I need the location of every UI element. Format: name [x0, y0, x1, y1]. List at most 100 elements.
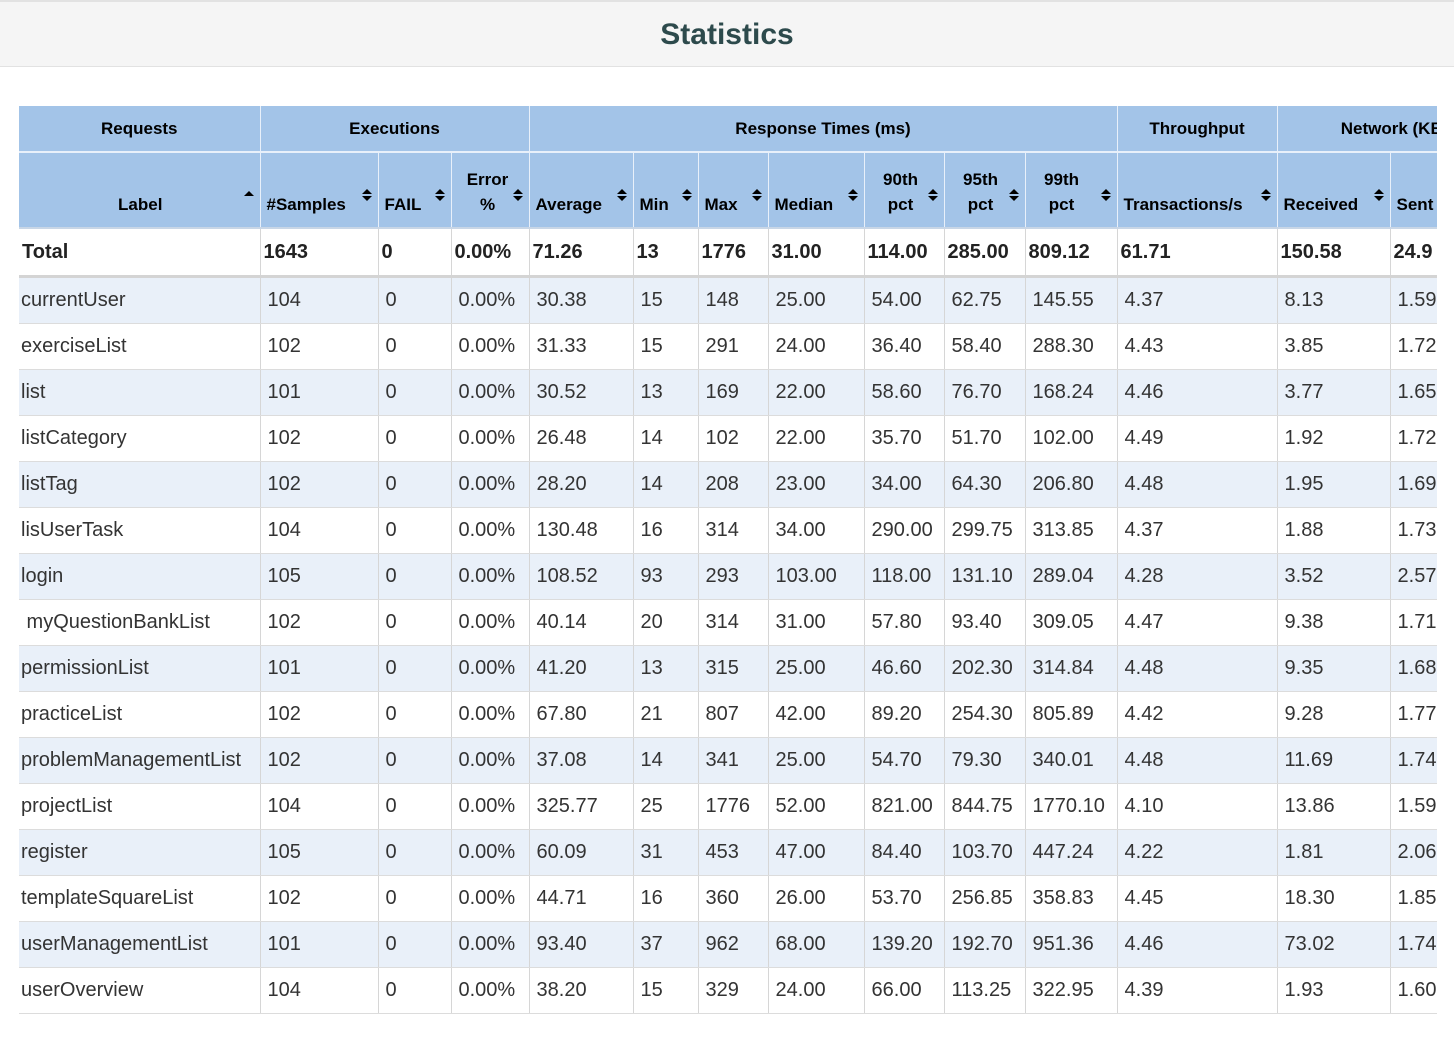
data-cell: 25.00: [767, 276, 865, 324]
data-cell: 23.00: [767, 461, 865, 508]
column-header[interactable]: Median: [767, 152, 865, 229]
data-cell: 0: [377, 829, 451, 876]
data-cell: 1.69: [1389, 461, 1437, 508]
data-cell: 101: [259, 369, 378, 416]
column-header[interactable]: Transactions/s: [1116, 152, 1278, 229]
data-cell: 0.00%: [450, 829, 530, 876]
sort-up: [512, 189, 523, 194]
data-cell: 34.00: [767, 507, 865, 554]
data-cell: 28.20: [528, 461, 634, 508]
sort-icon: [681, 189, 692, 201]
data-cell: 58.40: [943, 323, 1026, 370]
data-cell: 169: [697, 369, 769, 416]
column-label: Max: [704, 195, 738, 214]
data-cell: 315: [697, 645, 769, 692]
data-cell: 0.00%: [450, 599, 530, 646]
data-cell: 34.00: [863, 461, 945, 508]
data-row: templateSquareList 102 0 0.00% 44.71 16 360 26.…: [19, 875, 1437, 922]
data-cell: 4.48: [1116, 461, 1278, 508]
data-cell: 0.00%: [450, 691, 530, 738]
data-cell: 0.00%: [450, 415, 530, 462]
data-cell: 84.40: [863, 829, 945, 876]
data-cell: 0.00%: [450, 921, 530, 968]
data-cell: 40.14: [528, 599, 634, 646]
sort-down: [434, 196, 445, 201]
column-header[interactable]: Max: [697, 152, 769, 229]
data-cell: 4.22: [1116, 829, 1278, 876]
data-cell: 36.40: [863, 323, 945, 370]
data-cell: 206.80: [1024, 461, 1118, 508]
data-row: userOverview 104 0 0.00% 38.20 15 329 24.00 66.0…: [19, 967, 1437, 1014]
total-cell: 61.71: [1116, 228, 1278, 278]
column-header[interactable]: Error %: [450, 152, 530, 229]
column-header[interactable]: Min: [632, 152, 699, 229]
data-cell: 1.88: [1276, 507, 1391, 554]
sort-down: [681, 196, 692, 201]
data-cell: 102.00: [1024, 415, 1118, 462]
data-cell: 62.75: [943, 276, 1026, 324]
data-cell: 16: [632, 875, 699, 922]
data-cell: 202.30: [943, 645, 1026, 692]
sort-down: [1260, 196, 1271, 201]
data-cell: 37: [632, 921, 699, 968]
data-cell: 1.65: [1389, 369, 1437, 416]
data-cell: 0: [377, 461, 451, 508]
data-cell: 0: [377, 737, 451, 784]
data-cell: 314.84: [1024, 645, 1118, 692]
data-cell: 1.74: [1389, 737, 1437, 784]
data-cell: 3.85: [1276, 323, 1391, 370]
group-header: Response Times (ms): [528, 106, 1118, 153]
column-header[interactable]: Average: [528, 152, 634, 229]
total-cell: 1643: [259, 228, 378, 278]
data-cell: 807: [697, 691, 769, 738]
row-label: permissionList: [19, 645, 260, 692]
sort-down: [1373, 196, 1384, 201]
group-header: Network (KB/sec: [1276, 106, 1437, 153]
data-cell: 104: [259, 967, 378, 1014]
column-header[interactable]: #Samples: [259, 152, 378, 229]
data-cell: 93.40: [528, 921, 634, 968]
page-title: Statistics: [660, 18, 794, 51]
data-cell: 68.00: [767, 921, 865, 968]
data-cell: 9.28: [1276, 691, 1391, 738]
row-label: currentUser: [19, 276, 260, 324]
data-cell: 42.00: [767, 691, 865, 738]
data-cell: 1.77: [1389, 691, 1437, 738]
column-header[interactable]: 90th pct: [863, 152, 945, 229]
column-label: Error %: [466, 170, 509, 214]
data-cell: 314: [697, 599, 769, 646]
column-header[interactable]: 99th pct: [1024, 152, 1118, 229]
data-row: exerciseList 102 0 0.00% 31.33 15 291 24.00 36.4…: [19, 323, 1437, 370]
data-cell: 14: [632, 415, 699, 462]
column-header[interactable]: Received: [1276, 152, 1391, 229]
sort-icon: [512, 189, 523, 201]
data-cell: 821.00: [863, 783, 945, 830]
total-row: Total 1643 0 0.00% 71.26 13 1776 31.00 114.00 285…: [19, 228, 1437, 278]
sort-up: [681, 189, 692, 194]
data-cell: 4.10: [1116, 783, 1278, 830]
column-header[interactable]: FAIL: [377, 152, 451, 229]
data-cell: 22.00: [767, 415, 865, 462]
sort-up: [243, 191, 254, 196]
data-cell: 0.00%: [450, 507, 530, 554]
column-label: Median: [774, 195, 834, 214]
data-cell: 0.00%: [450, 369, 530, 416]
data-cell: 58.60: [863, 369, 945, 416]
data-cell: 341: [697, 737, 769, 784]
title-bar: Statistics: [0, 0, 1454, 67]
data-cell: 4.48: [1116, 737, 1278, 784]
data-cell: 93: [632, 553, 699, 600]
data-cell: 4.37: [1116, 507, 1278, 554]
column-header[interactable]: Label: [19, 152, 260, 229]
data-cell: 18.30: [1276, 875, 1391, 922]
data-cell: 102: [259, 875, 378, 922]
column-label: 95th pct: [963, 170, 998, 214]
data-cell: 105: [259, 553, 378, 600]
column-header[interactable]: Sent: [1389, 152, 1437, 229]
data-cell: 293: [697, 553, 769, 600]
data-cell: 1.85: [1389, 875, 1437, 922]
column-header[interactable]: 95th pct: [943, 152, 1026, 229]
sort-up: [1373, 189, 1384, 194]
data-row: currentUser 104 0 0.00% 30.38 15 148 25.00 54.00…: [19, 276, 1437, 324]
sort-icon: [927, 189, 938, 201]
